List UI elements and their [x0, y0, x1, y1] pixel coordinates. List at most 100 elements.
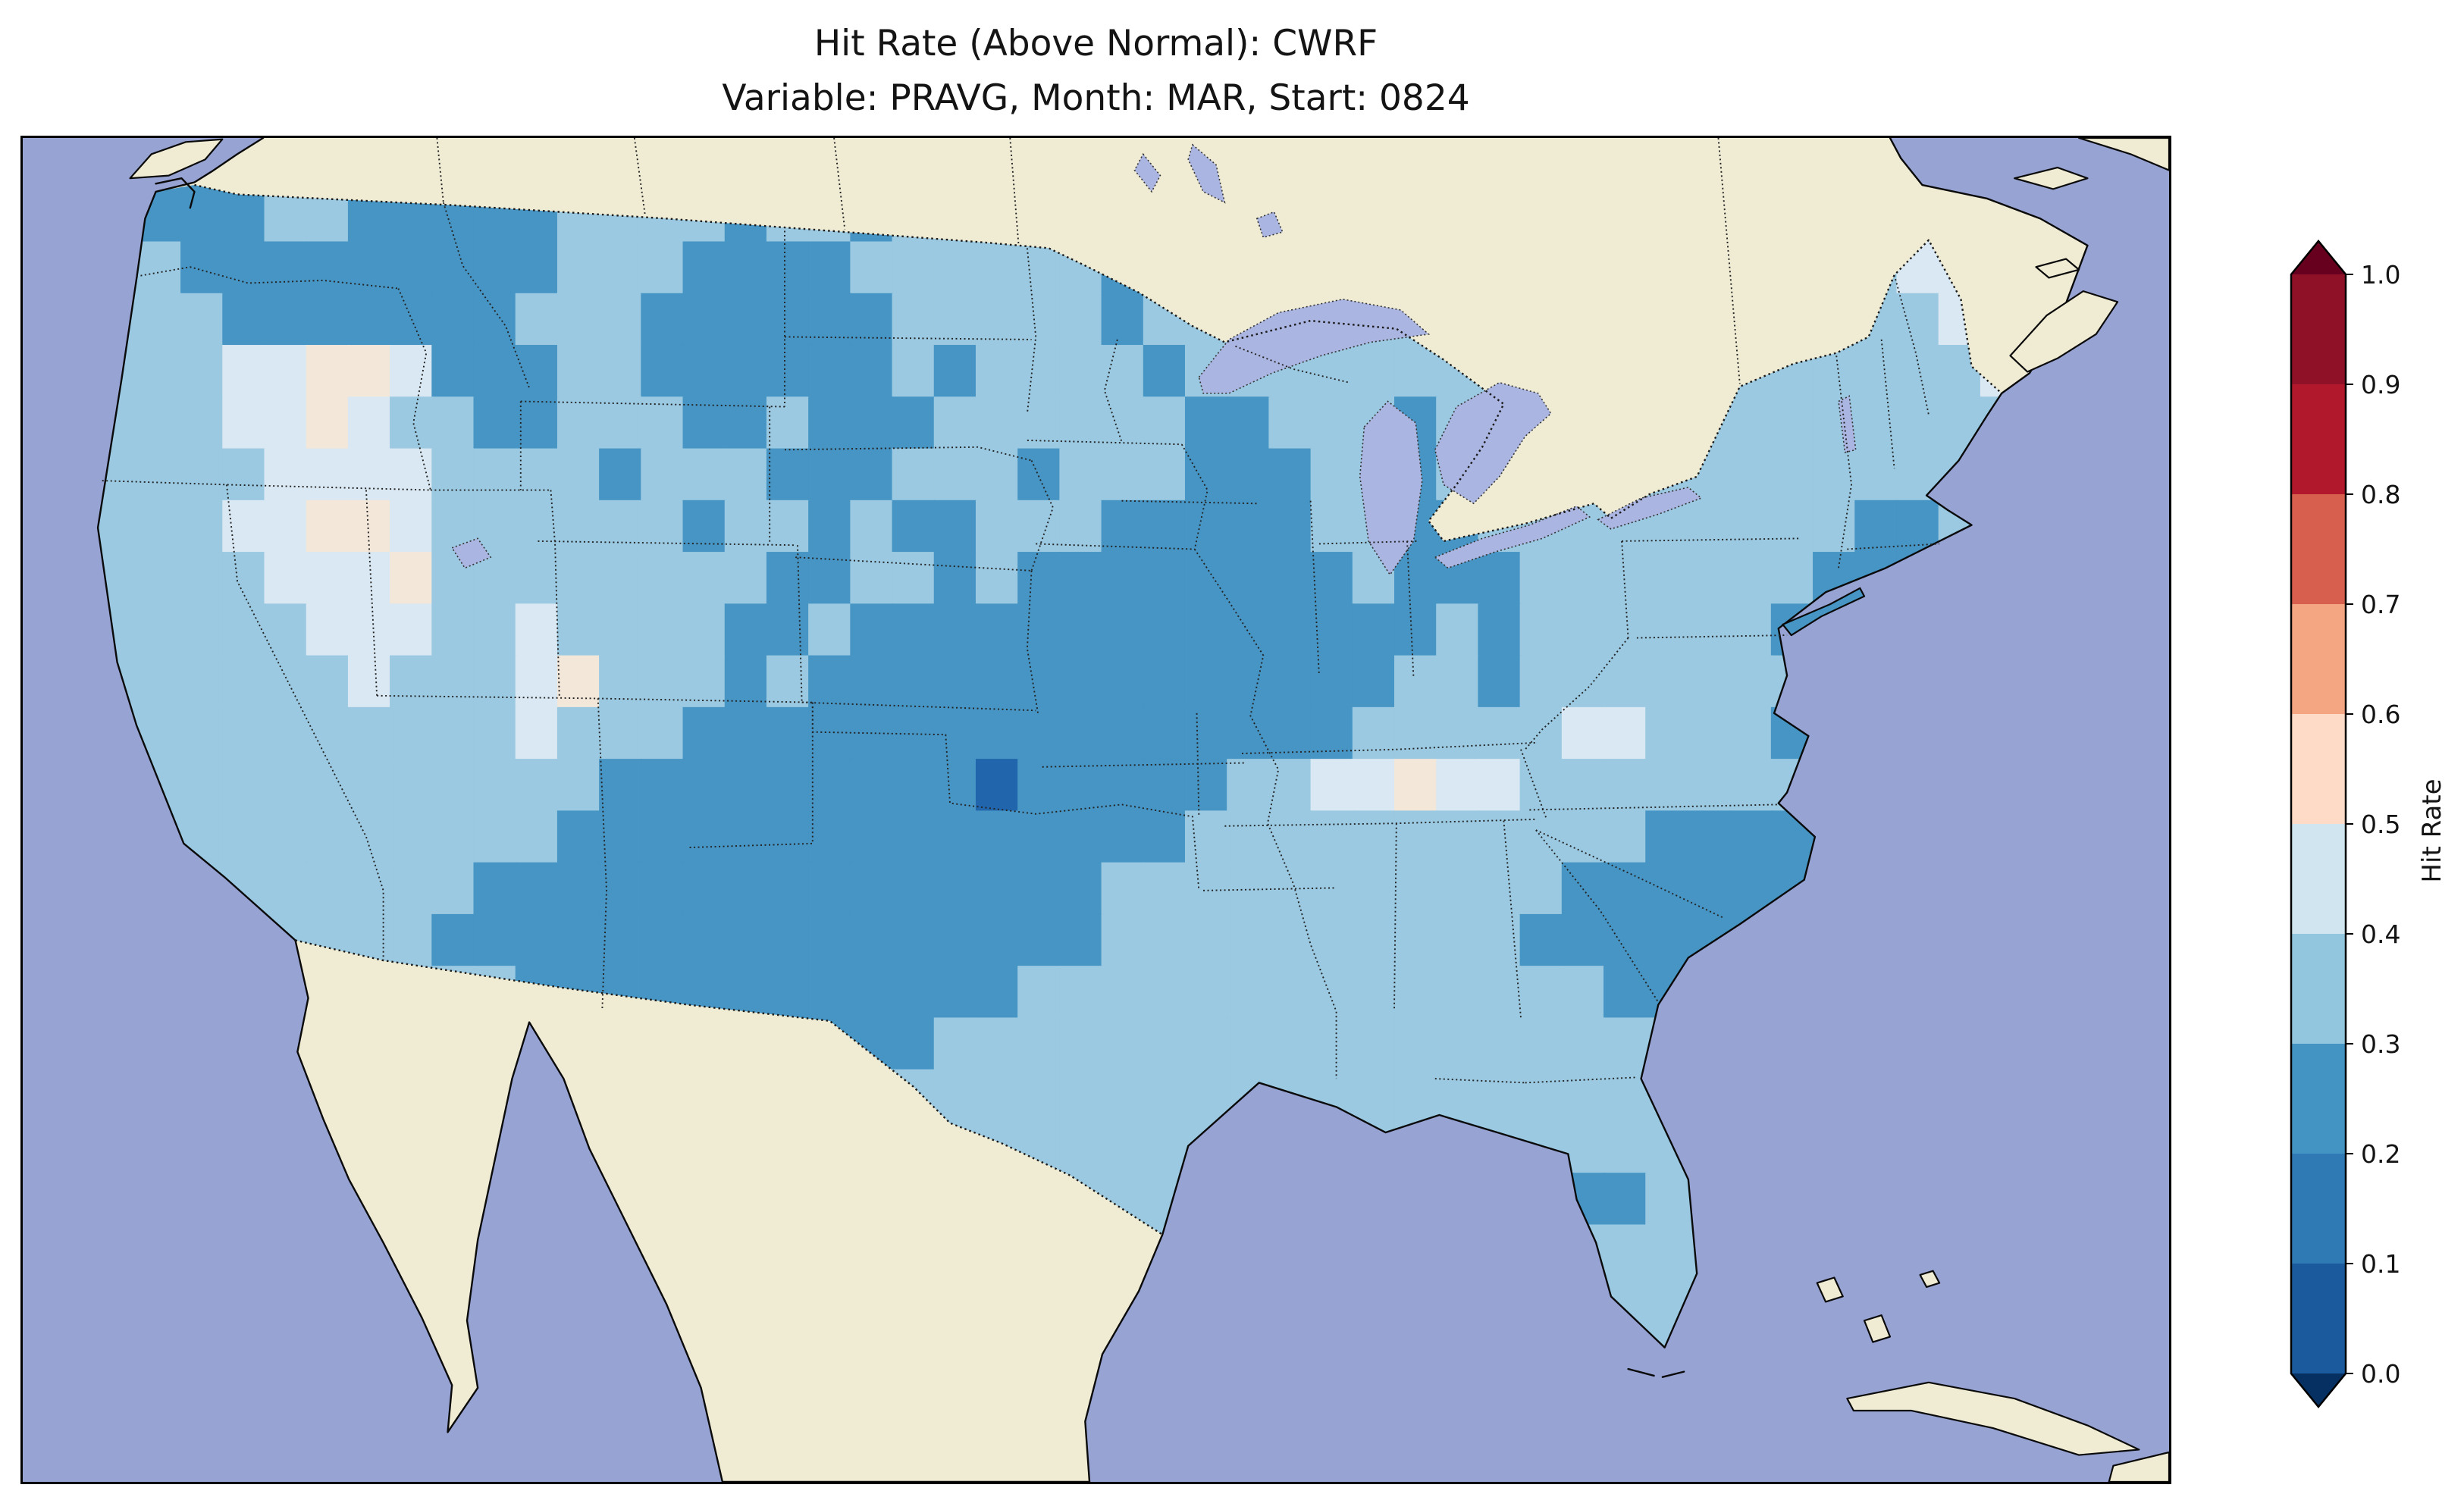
colorbar-segment	[2291, 1264, 2346, 1374]
grid-cell	[516, 449, 559, 501]
grid-cell	[1729, 656, 1773, 708]
grid-cell	[557, 810, 600, 863]
grid-cell	[1268, 449, 1312, 501]
grid-cell	[222, 396, 265, 449]
grid-cell	[222, 707, 265, 760]
grid-cell	[1185, 759, 1228, 811]
grid-cell	[264, 759, 307, 811]
grid-cell	[725, 656, 768, 708]
grid-cell	[1687, 810, 1730, 863]
grid-cell	[683, 293, 726, 346]
grid-cell	[1603, 656, 1647, 708]
grid-cell	[766, 656, 810, 708]
grid-cell	[348, 242, 391, 294]
grid-cell	[725, 759, 768, 811]
grid-cell	[641, 449, 684, 501]
grid-cell	[641, 552, 684, 604]
grid-cell	[850, 345, 893, 397]
grid-cell	[1353, 656, 1396, 708]
grid-cell	[934, 810, 977, 863]
grid-cell	[306, 500, 350, 553]
grid-cell	[892, 242, 936, 294]
grid-cell	[264, 500, 307, 553]
grid-cell	[1268, 966, 1312, 1018]
grid-cell	[1520, 1017, 1563, 1070]
grid-cell	[306, 810, 350, 863]
grid-cell	[1478, 914, 1521, 966]
grid-cell	[264, 707, 307, 760]
grid-cell	[222, 449, 265, 501]
grid-cell	[390, 603, 433, 656]
grid-cell	[1102, 603, 1145, 656]
grid-cell	[1353, 1070, 1396, 1122]
grid-cell	[474, 656, 517, 708]
grid-cell	[1268, 396, 1312, 449]
grid-cell	[516, 810, 559, 863]
grid-cell	[348, 707, 391, 760]
grid-cell	[683, 500, 726, 553]
grid-cell	[1353, 863, 1396, 915]
title-line2: Variable: PRAVG, Month: MAR, Start: 0824	[20, 71, 2171, 126]
grid-cell	[934, 707, 977, 760]
grid-cell	[725, 449, 768, 501]
grid-cell	[264, 293, 307, 346]
grid-cell	[348, 603, 391, 656]
grid-cell	[599, 552, 642, 604]
grid-cell	[1478, 863, 1521, 915]
grid-cell	[1268, 914, 1312, 966]
grid-cell	[934, 1017, 977, 1070]
grid-cell	[139, 396, 182, 449]
grid-cell	[1311, 759, 1354, 811]
grid-cell	[1143, 707, 1187, 760]
grid-cell	[1645, 1173, 1688, 1225]
grid-cell	[557, 449, 600, 501]
grid-cell	[934, 914, 977, 966]
grid-cell	[1645, 552, 1688, 604]
grid-cell	[808, 603, 851, 656]
grid-cell	[390, 500, 433, 553]
grid-cell	[641, 759, 684, 811]
grid-cell	[431, 449, 475, 501]
grid-cell	[1227, 552, 1270, 604]
grid-cell	[850, 863, 893, 915]
grid-cell	[1059, 552, 1102, 604]
grid-cell	[1478, 966, 1521, 1018]
grid-cell	[557, 707, 600, 760]
grid-cell	[1478, 707, 1521, 760]
grid-cell	[766, 966, 810, 1018]
grid-cell	[808, 707, 851, 760]
grid-cell	[1185, 396, 1228, 449]
grid-cell	[348, 863, 391, 915]
grid-cell	[976, 759, 1019, 811]
grid-cell	[1102, 1121, 1145, 1173]
grid-cell	[264, 449, 307, 501]
grid-cell	[1687, 552, 1730, 604]
grid-cell	[599, 396, 642, 449]
grid-cell	[1268, 552, 1312, 604]
grid-cell	[892, 759, 936, 811]
grid-cell	[1227, 656, 1270, 708]
grid-cell	[390, 656, 433, 708]
grid-cell	[557, 552, 600, 604]
grid-cell	[976, 707, 1019, 760]
grid-cell	[222, 500, 265, 553]
grid-cell	[766, 863, 810, 915]
grid-cell	[1645, 656, 1688, 708]
grid-cell	[1102, 293, 1145, 346]
grid-cell	[1645, 603, 1688, 656]
grid-cell	[1017, 500, 1061, 553]
colorbar-segment	[2291, 824, 2346, 935]
grid-cell	[808, 396, 851, 449]
grid-cell	[766, 345, 810, 397]
grid-cell	[431, 396, 475, 449]
grid-cell	[348, 449, 391, 501]
grid-cell	[1227, 863, 1270, 915]
grid-cell	[641, 810, 684, 863]
grid-cell	[1687, 656, 1730, 708]
grid-cell	[892, 500, 936, 553]
colorbar-tick-label: 0.5	[2361, 810, 2400, 839]
grid-cell	[599, 656, 642, 708]
grid-cell	[976, 552, 1019, 604]
grid-cell	[641, 293, 684, 346]
grid-cell	[1353, 345, 1396, 397]
